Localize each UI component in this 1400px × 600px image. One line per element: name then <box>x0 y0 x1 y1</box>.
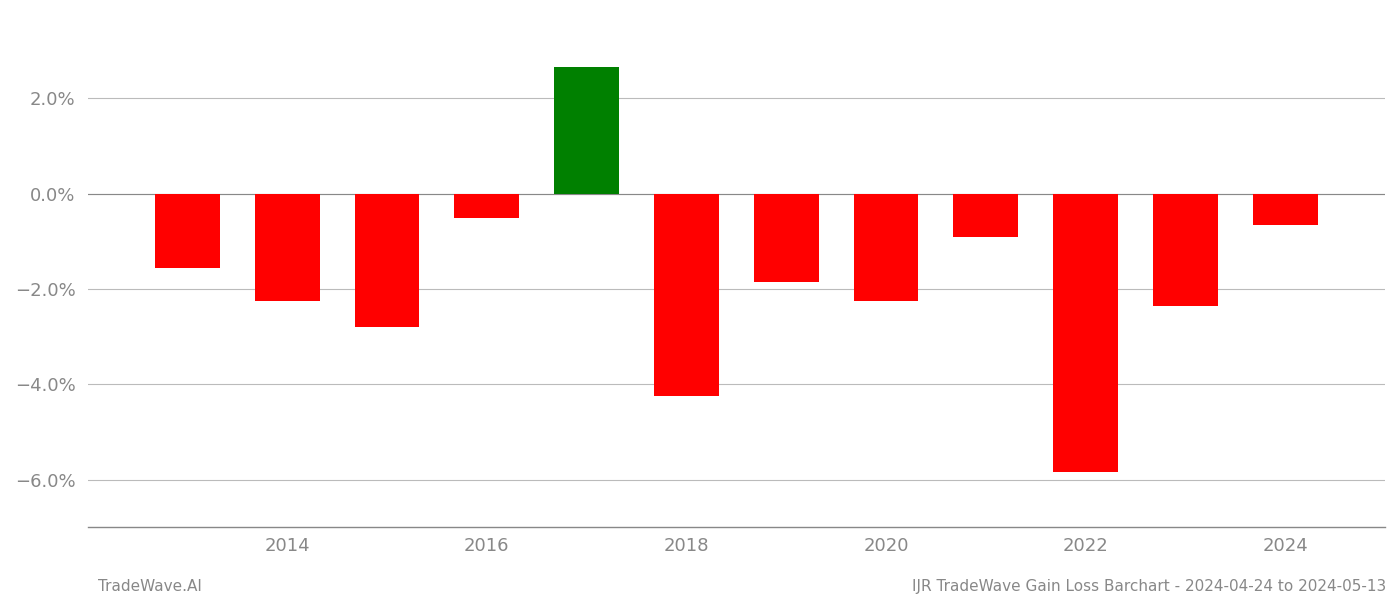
Bar <box>654 194 718 396</box>
Bar <box>854 194 918 301</box>
Bar <box>455 194 519 218</box>
Bar <box>753 194 819 282</box>
Bar <box>255 194 319 301</box>
Text: TradeWave.AI: TradeWave.AI <box>98 579 202 594</box>
Bar <box>953 194 1018 236</box>
Text: IJR TradeWave Gain Loss Barchart - 2024-04-24 to 2024-05-13: IJR TradeWave Gain Loss Barchart - 2024-… <box>911 579 1386 594</box>
Bar <box>1053 194 1119 472</box>
Bar <box>354 194 420 327</box>
Bar <box>155 194 220 268</box>
Bar <box>1154 194 1218 306</box>
Bar <box>554 67 619 194</box>
Bar <box>1253 194 1317 225</box>
